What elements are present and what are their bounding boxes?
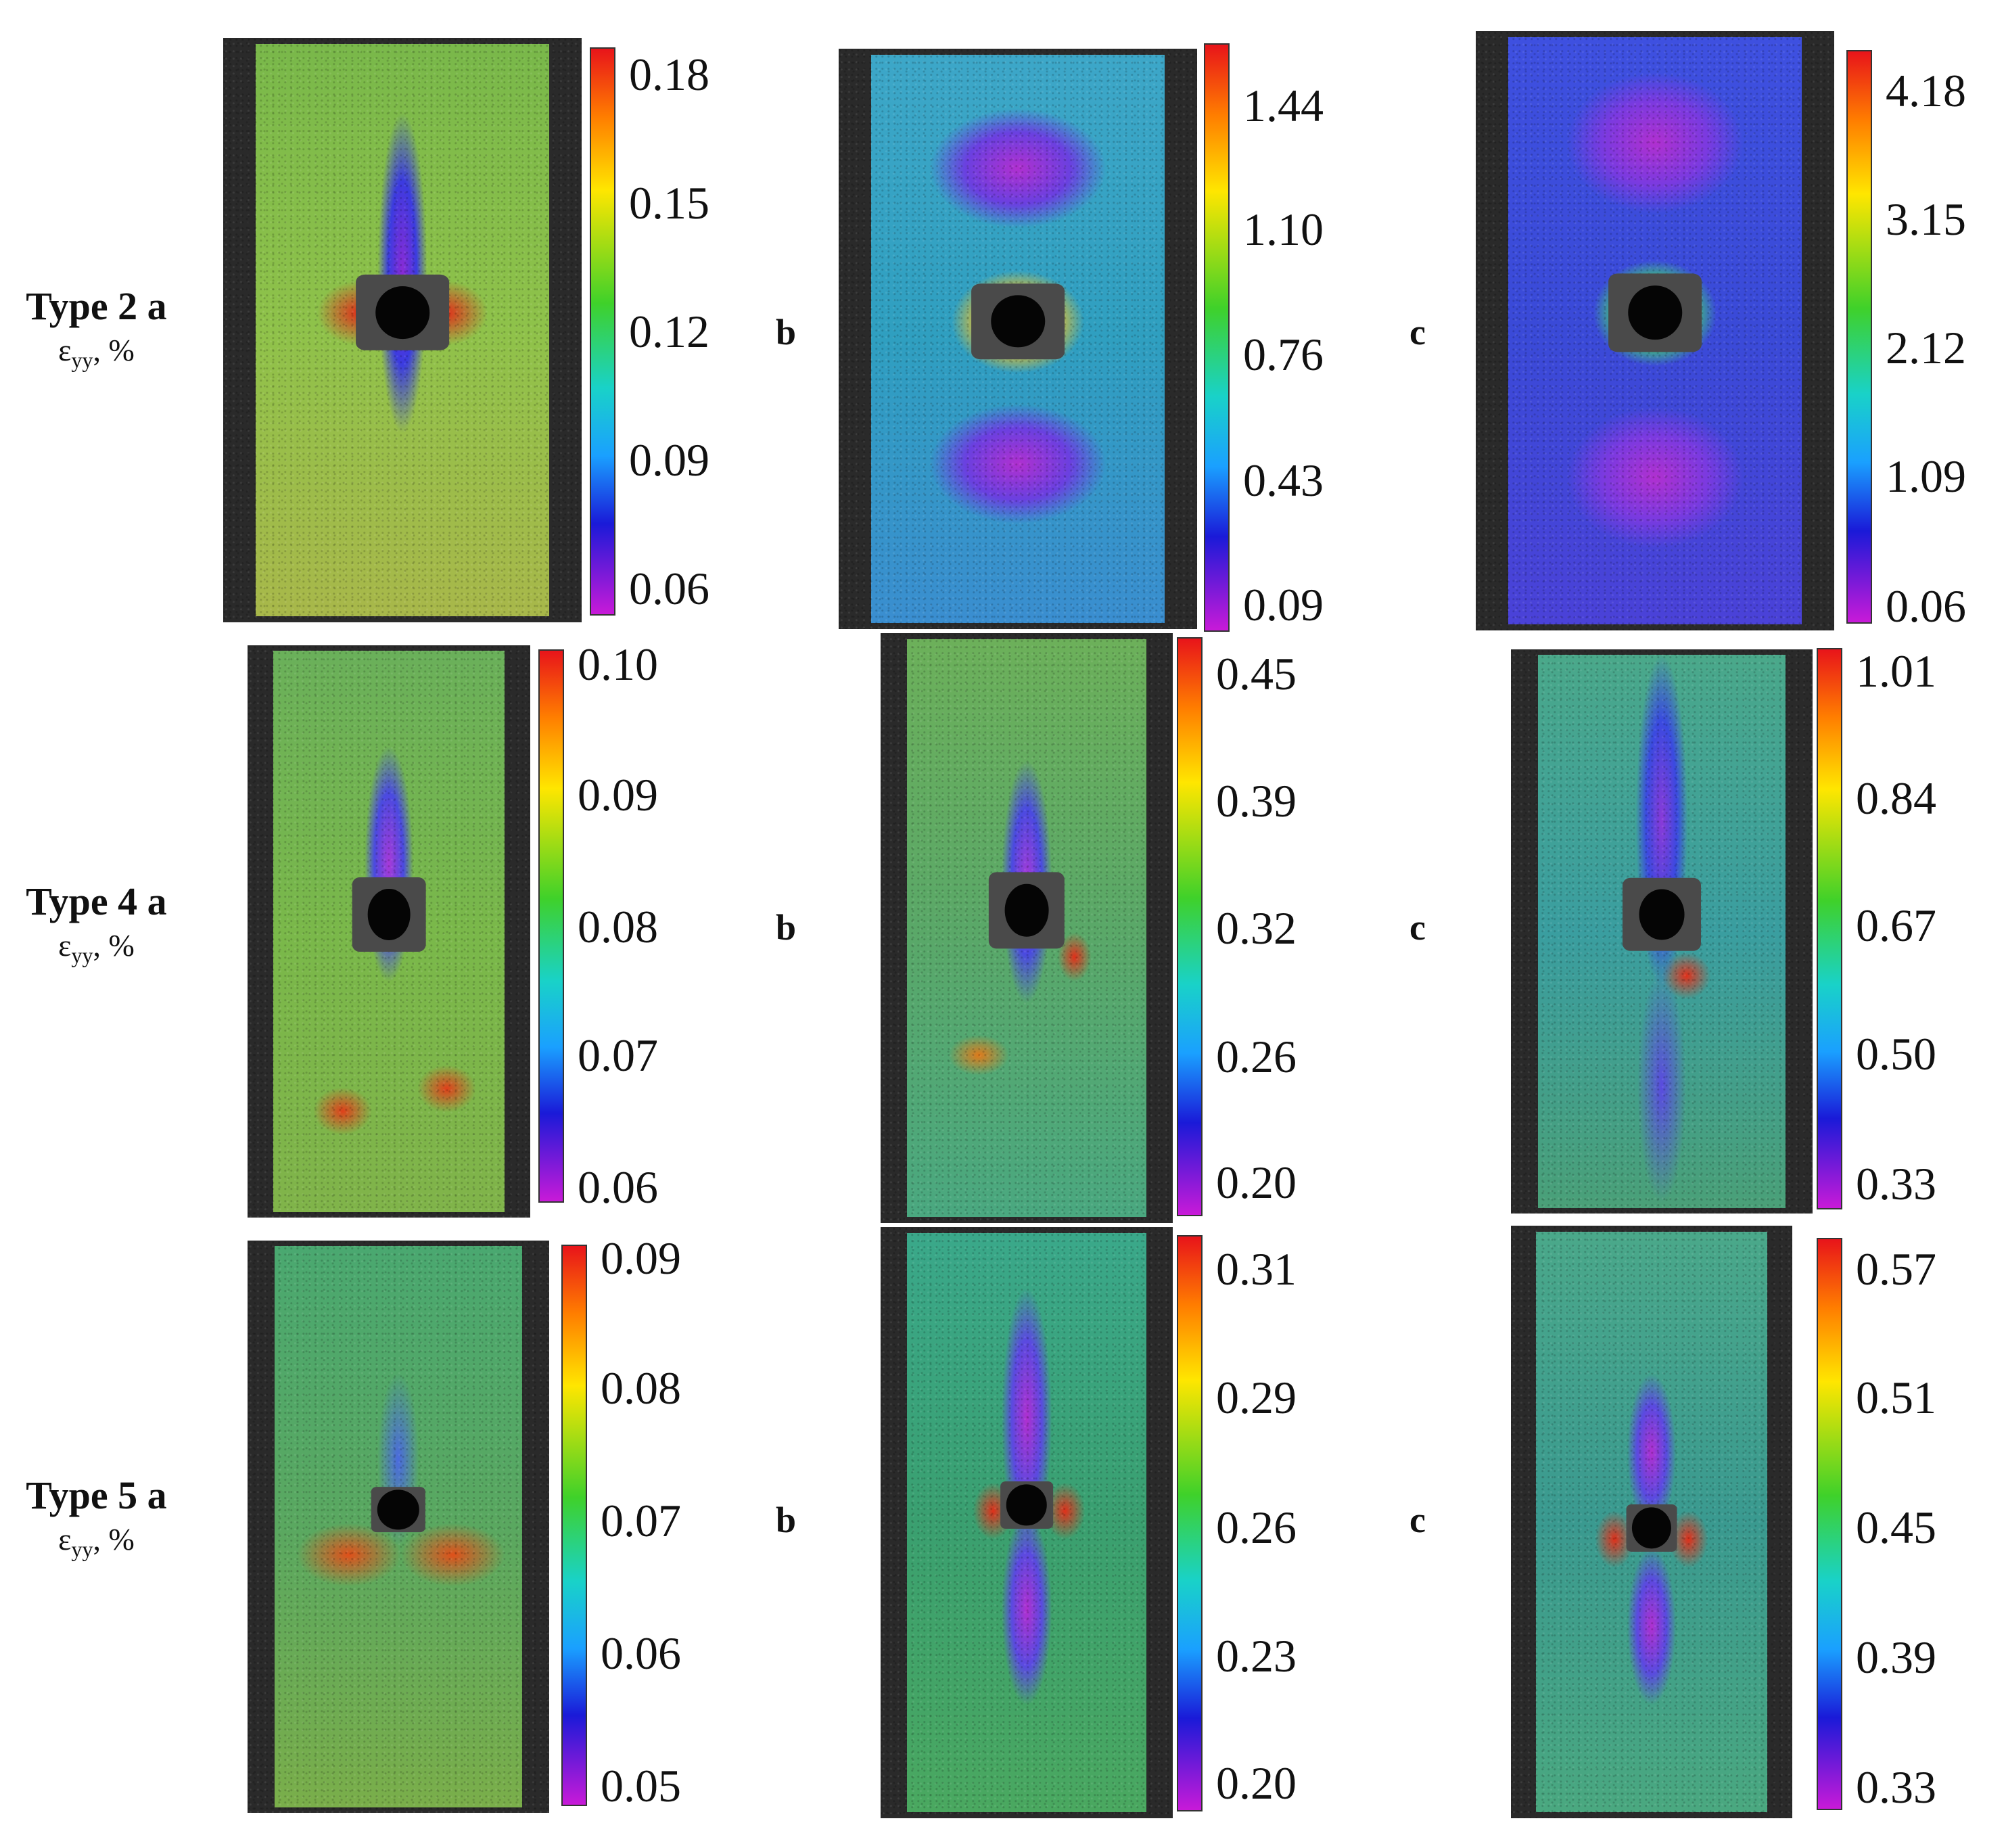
panel-letter: c	[1409, 907, 1426, 948]
scale-tick: 0.31	[1216, 1243, 1297, 1295]
scale-tick: 0.08	[578, 901, 658, 952]
strain-map-image	[839, 49, 1197, 629]
scale-tick: 0.32	[1216, 902, 1297, 954]
scale-tick: 0.05	[601, 1760, 681, 1811]
scale-tick: 0.43	[1243, 455, 1324, 506]
scale-tick: 0.50	[1856, 1028, 1936, 1080]
hole	[377, 1489, 420, 1530]
strain-map-image	[881, 633, 1173, 1223]
scale-tick: 0.26	[1216, 1502, 1297, 1553]
scale-tick: 0.23	[1216, 1630, 1297, 1682]
color-bar	[590, 47, 615, 616]
scale-tick: 0.39	[1216, 775, 1297, 827]
scale-tick: 4.18	[1886, 65, 1966, 116]
color-bar	[538, 649, 564, 1203]
scale-tick: 0.09	[629, 434, 709, 486]
strain-map-image	[1511, 649, 1813, 1214]
row-title: Type 2 a	[26, 284, 167, 328]
scale-tick: 1.09	[1886, 451, 1966, 502]
scale-tick: 0.45	[1216, 648, 1297, 699]
scale-tick: 1.01	[1856, 645, 1936, 697]
color-bar	[1177, 1235, 1203, 1811]
scale-tick: 0.67	[1856, 900, 1936, 951]
hole	[367, 888, 411, 940]
strain-map-image	[1511, 1226, 1792, 1818]
scale-tick: 0.33	[1856, 1761, 1936, 1813]
panel-letter: b	[775, 312, 797, 352]
row-type-5: Type 5 a εyy, % 0.09 0.08 0.07 0.06 0.05…	[0, 1218, 2006, 1826]
scale-tick: 0.39	[1856, 1632, 1936, 1683]
hole	[1631, 1507, 1672, 1549]
hole	[1628, 285, 1682, 340]
scale-tick: 0.06	[1886, 580, 1966, 632]
quantity-label: εyy, %	[58, 333, 135, 372]
color-bar	[1817, 648, 1842, 1209]
scale-tick: 0.57	[1856, 1243, 1936, 1295]
scale-tick: 0.06	[601, 1627, 681, 1679]
row-type-2: Type 2 a εyy, % 0.18 0.15 0.12 0.09 0.06…	[0, 27, 2006, 636]
panel-letter: b	[775, 1500, 797, 1540]
quantity-label: εyy, %	[58, 928, 135, 967]
color-bar	[1817, 1238, 1842, 1810]
scale-tick: 0.18	[629, 49, 709, 100]
scale-tick: 1.10	[1243, 204, 1324, 255]
scale-tick: 0.09	[1243, 579, 1324, 630]
scale-tick: 0.29	[1216, 1372, 1297, 1423]
strain-map-image	[248, 1241, 549, 1813]
panel-letter: b	[775, 907, 797, 948]
color-bar	[561, 1245, 587, 1806]
scale-tick: 0.06	[578, 1161, 658, 1213]
scale-tick: 0.15	[629, 177, 709, 229]
strain-map-image	[1476, 31, 1834, 630]
row-title: Type 4 a	[26, 879, 167, 923]
hole	[1639, 889, 1685, 940]
color-bar	[1177, 637, 1203, 1216]
row-title: Type 5 a	[26, 1473, 167, 1517]
scale-tick: 0.07	[578, 1030, 658, 1081]
scale-tick: 0.20	[1216, 1757, 1297, 1809]
scale-tick: 0.51	[1856, 1372, 1936, 1423]
scale-tick: 1.44	[1243, 80, 1324, 131]
strain-map-image	[248, 645, 530, 1218]
quantity-label: εyy, %	[58, 1522, 135, 1561]
panel-letter: c	[1409, 1500, 1426, 1540]
scale-tick: 0.09	[601, 1232, 681, 1284]
scale-tick: 0.08	[601, 1362, 681, 1414]
row-label: Type 4 a εyy, %	[0, 878, 193, 975]
scale-tick: 2.12	[1886, 322, 1966, 373]
panel-letter: c	[1409, 312, 1426, 352]
scale-tick: 0.84	[1856, 772, 1936, 824]
strain-map-image	[881, 1227, 1173, 1818]
hole	[375, 286, 429, 339]
scale-tick: 0.76	[1243, 329, 1324, 380]
hole	[1006, 1484, 1048, 1526]
scale-tick: 0.10	[578, 639, 658, 690]
scale-tick: 0.45	[1856, 1502, 1936, 1553]
scale-tick: 0.09	[578, 769, 658, 821]
scale-tick: 0.06	[629, 563, 709, 614]
color-bar	[1204, 43, 1230, 632]
scale-tick: 0.20	[1216, 1157, 1297, 1208]
color-bar	[1846, 50, 1872, 624]
scale-tick: 0.33	[1856, 1158, 1936, 1209]
hole	[1004, 883, 1049, 938]
scale-tick: 0.12	[629, 306, 709, 357]
scale-tick: 0.26	[1216, 1031, 1297, 1082]
hole	[991, 295, 1045, 348]
row-type-4: Type 4 a εyy, % 0.10 0.09 0.08 0.07 0.06…	[0, 629, 2006, 1238]
row-label: Type 5 a εyy, %	[0, 1472, 193, 1569]
scale-tick: 0.07	[601, 1495, 681, 1546]
scale-tick: 3.15	[1886, 193, 1966, 245]
strain-map-image	[223, 38, 582, 622]
row-label: Type 2 a εyy, %	[0, 283, 193, 380]
